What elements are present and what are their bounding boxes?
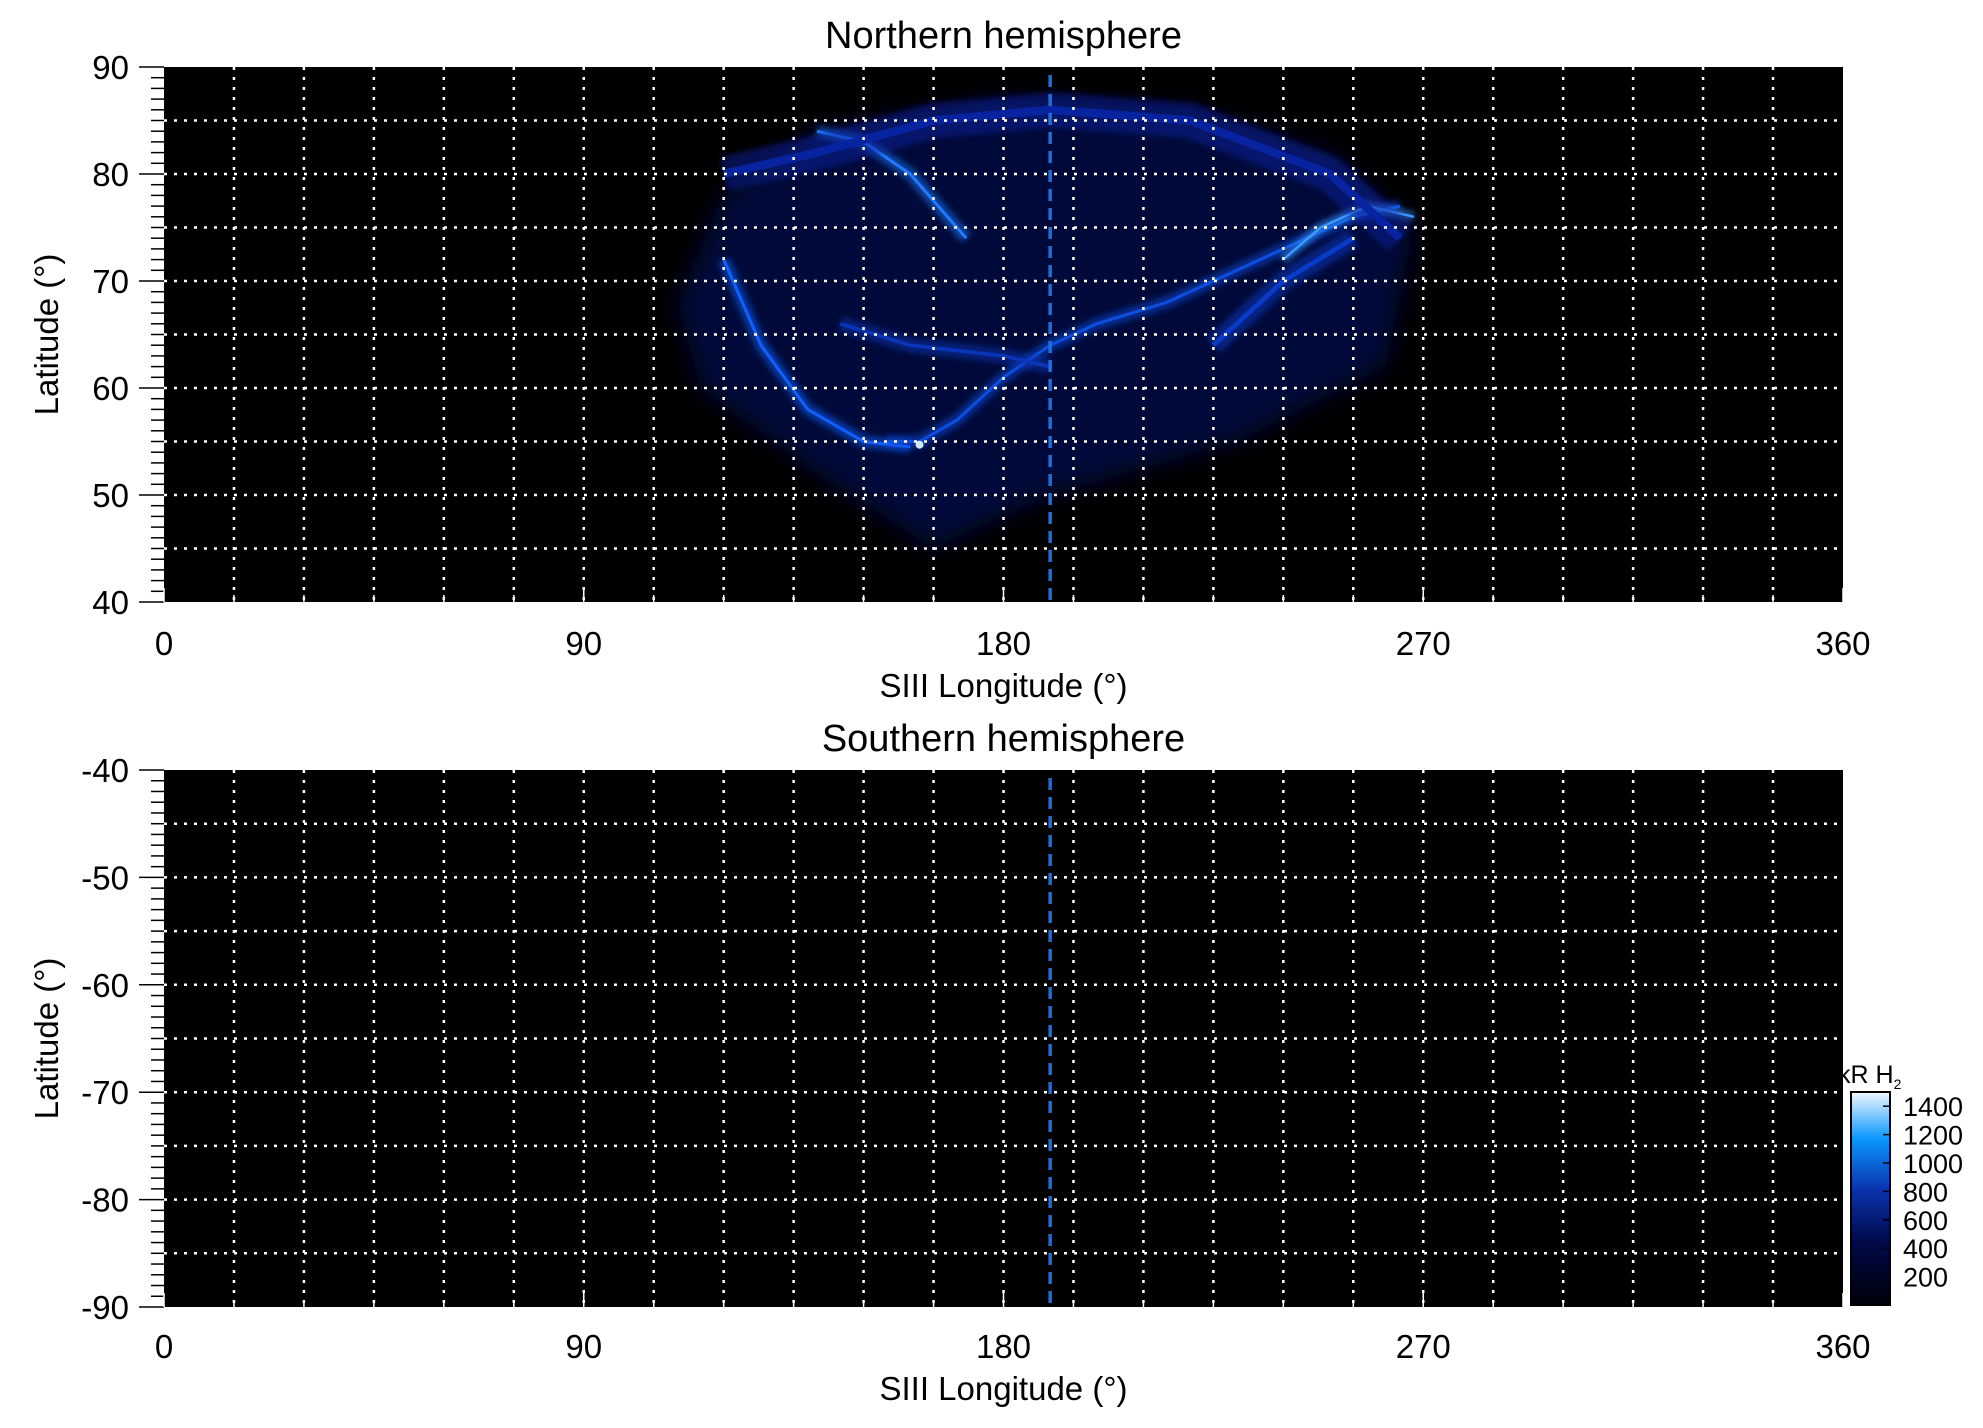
aurora-arc	[722, 105, 1403, 242]
x-tick-label: 0	[155, 625, 173, 662]
colorbar-gradient	[1850, 1091, 1891, 1306]
y-tick-label: -50	[81, 859, 129, 896]
colorbar-tick-label: 800	[1903, 1177, 1948, 1207]
x-tick-label: 0	[155, 1328, 173, 1365]
y-tick-label: -90	[81, 1289, 129, 1326]
colorbar-tick-label: 200	[1903, 1263, 1948, 1293]
aurora-emission	[677, 92, 1416, 549]
aurora-bright-spot	[915, 440, 924, 449]
x-tick-label: 270	[1396, 625, 1451, 662]
y-tick-label: 50	[92, 477, 129, 514]
y-tick-label: -80	[81, 1182, 129, 1219]
aurora-arc	[1211, 236, 1355, 347]
southern-hemisphere-panel: -40 -50 -60 -70 -80 -90 0 90 180 270 360 Southern h…	[28, 718, 1871, 1407]
colorbar-tick-label: 1400	[1903, 1092, 1963, 1122]
x-tick-label: 270	[1396, 1328, 1451, 1365]
y-tick-label: 60	[92, 370, 129, 407]
y-tick-label: -60	[81, 967, 129, 1004]
y-tick-label: -40	[81, 752, 129, 789]
x-tick-label: 360	[1815, 1328, 1870, 1365]
x-tick-label: 180	[976, 625, 1031, 662]
y-axis-label: Latitude (°)	[28, 254, 65, 416]
aurora-arc	[722, 259, 911, 449]
y-tick-label: 90	[92, 49, 129, 86]
y-tick-label: 40	[92, 584, 129, 621]
colorbar-tick-label: 1000	[1903, 1149, 1963, 1179]
x-axis-label: SIII Longitude (°)	[880, 667, 1128, 704]
colorbar-label: kR H2	[1838, 1061, 1902, 1092]
panel-title: Northern hemisphere	[825, 15, 1182, 57]
x-tick-label: 360	[1815, 625, 1870, 662]
colorbar-tick-label: 1200	[1903, 1121, 1963, 1151]
y-tick-label: -70	[81, 1074, 129, 1111]
northern-hemisphere-panel: 90 80 70 60 50 40 0 90 180 270 360 Northern hemisph…	[28, 15, 1871, 704]
x-axis-label: SIII Longitude (°)	[880, 1370, 1128, 1407]
y-axis-label: Latitude (°)	[28, 958, 65, 1120]
colorbar-tick-label: 600	[1903, 1206, 1948, 1236]
x-tick-label: 90	[565, 625, 602, 662]
x-tick-label: 90	[565, 1328, 602, 1365]
x-tick-label: 180	[976, 1328, 1031, 1365]
y-tick-label: 80	[92, 156, 129, 193]
y-tick-label: 70	[92, 263, 129, 300]
plot-area	[164, 770, 1843, 1307]
panel-title: Southern hemisphere	[822, 718, 1185, 760]
colorbar-tick-label: 400	[1903, 1234, 1948, 1264]
